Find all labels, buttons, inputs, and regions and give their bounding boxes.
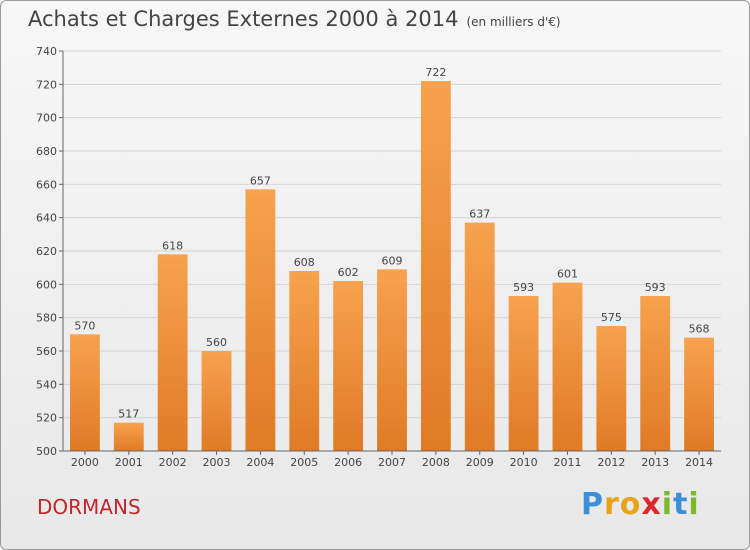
y-tick-label: 500 bbox=[36, 445, 57, 458]
data-label-2013: 593 bbox=[645, 281, 666, 294]
commune-name: DORMANS bbox=[37, 495, 141, 519]
bar-2000 bbox=[70, 334, 100, 451]
bar-2005 bbox=[289, 271, 320, 451]
y-tick-label: 580 bbox=[36, 312, 57, 325]
x-tick-label-2002: 2002 bbox=[159, 456, 187, 469]
y-tick-label: 600 bbox=[36, 278, 57, 291]
y-tick-label: 740 bbox=[36, 45, 57, 58]
y-tick-label: 700 bbox=[36, 112, 57, 125]
x-tick-label-2013: 2013 bbox=[641, 456, 669, 469]
chart-subtitle: (en milliers d'€) bbox=[466, 15, 561, 29]
data-label-2005: 608 bbox=[294, 256, 315, 269]
y-tick-label: 660 bbox=[36, 178, 57, 191]
data-label-2008: 722 bbox=[425, 66, 446, 79]
chart-title-text: Achats et Charges Externes 2000 à 2014 bbox=[28, 7, 459, 31]
x-tick-label-2014: 2014 bbox=[685, 456, 713, 469]
y-tick-label: 640 bbox=[36, 212, 57, 225]
logo-letter: i bbox=[661, 487, 674, 522]
logo-letter: i bbox=[688, 487, 700, 522]
axes bbox=[59, 50, 721, 455]
bar-2002 bbox=[157, 254, 188, 451]
y-tick-label: 520 bbox=[36, 412, 57, 425]
logo-letter: t bbox=[673, 487, 689, 522]
x-tick-label-2000: 2000 bbox=[71, 456, 99, 469]
proxiti-logo: Proxiti bbox=[581, 487, 700, 522]
bar-2007 bbox=[377, 269, 407, 451]
data-label-2001: 517 bbox=[118, 408, 139, 421]
logo-letter: r bbox=[604, 487, 620, 522]
bar-2006 bbox=[333, 281, 364, 451]
bar-2013 bbox=[640, 296, 671, 451]
y-tick-label: 620 bbox=[36, 245, 57, 258]
data-label-2003: 560 bbox=[206, 336, 227, 349]
data-label-2007: 609 bbox=[382, 254, 403, 267]
y-tick-label: 720 bbox=[36, 78, 57, 91]
data-label-2012: 575 bbox=[601, 311, 622, 324]
data-label-2014: 568 bbox=[689, 323, 710, 336]
bar-2011 bbox=[552, 282, 583, 451]
x-tick-label-2001: 2001 bbox=[115, 456, 143, 469]
y-tick-label: 560 bbox=[36, 345, 57, 358]
logo-letter: P bbox=[581, 487, 604, 522]
x-tick-label-2008: 2008 bbox=[422, 456, 450, 469]
x-tick-label-2003: 2003 bbox=[203, 456, 231, 469]
y-tick-label: 680 bbox=[36, 145, 57, 158]
x-tick-label-2010: 2010 bbox=[510, 456, 538, 469]
bar-2009 bbox=[464, 222, 495, 451]
bar-2014 bbox=[684, 337, 714, 451]
x-tick-label-2012: 2012 bbox=[597, 456, 625, 469]
data-label-2000: 570 bbox=[74, 319, 95, 332]
x-tick-label-2004: 2004 bbox=[246, 456, 274, 469]
data-label-2010: 593 bbox=[513, 281, 534, 294]
bar-2003 bbox=[201, 351, 232, 451]
bars bbox=[70, 81, 714, 452]
data-label-2002: 618 bbox=[162, 239, 183, 252]
y-tick-label: 540 bbox=[36, 378, 57, 391]
data-label-2009: 637 bbox=[469, 208, 490, 221]
bar-2004 bbox=[245, 189, 276, 452]
bar-2012 bbox=[596, 326, 627, 451]
data-label-2011: 601 bbox=[557, 268, 578, 281]
chart-title: Achats et Charges Externes 2000 à 2014 (e… bbox=[28, 7, 561, 31]
x-tick-label-2005: 2005 bbox=[290, 456, 318, 469]
logo-letter: x bbox=[641, 487, 662, 522]
x-tick-label-2007: 2007 bbox=[378, 456, 406, 469]
data-label-2006: 602 bbox=[338, 266, 359, 279]
x-tick-label-2011: 2011 bbox=[553, 456, 581, 469]
x-tick-label-2009: 2009 bbox=[466, 456, 494, 469]
bar-2010 bbox=[508, 296, 539, 451]
x-tick-label-2006: 2006 bbox=[334, 456, 362, 469]
logo-letter: o bbox=[619, 487, 642, 522]
labels: 500 520 540 560 580 600 620 640 660 680 700 720 740 5… bbox=[36, 45, 713, 469]
data-label-2004: 657 bbox=[250, 174, 271, 187]
bar-2001 bbox=[113, 422, 144, 451]
bar-2008 bbox=[420, 81, 451, 451]
